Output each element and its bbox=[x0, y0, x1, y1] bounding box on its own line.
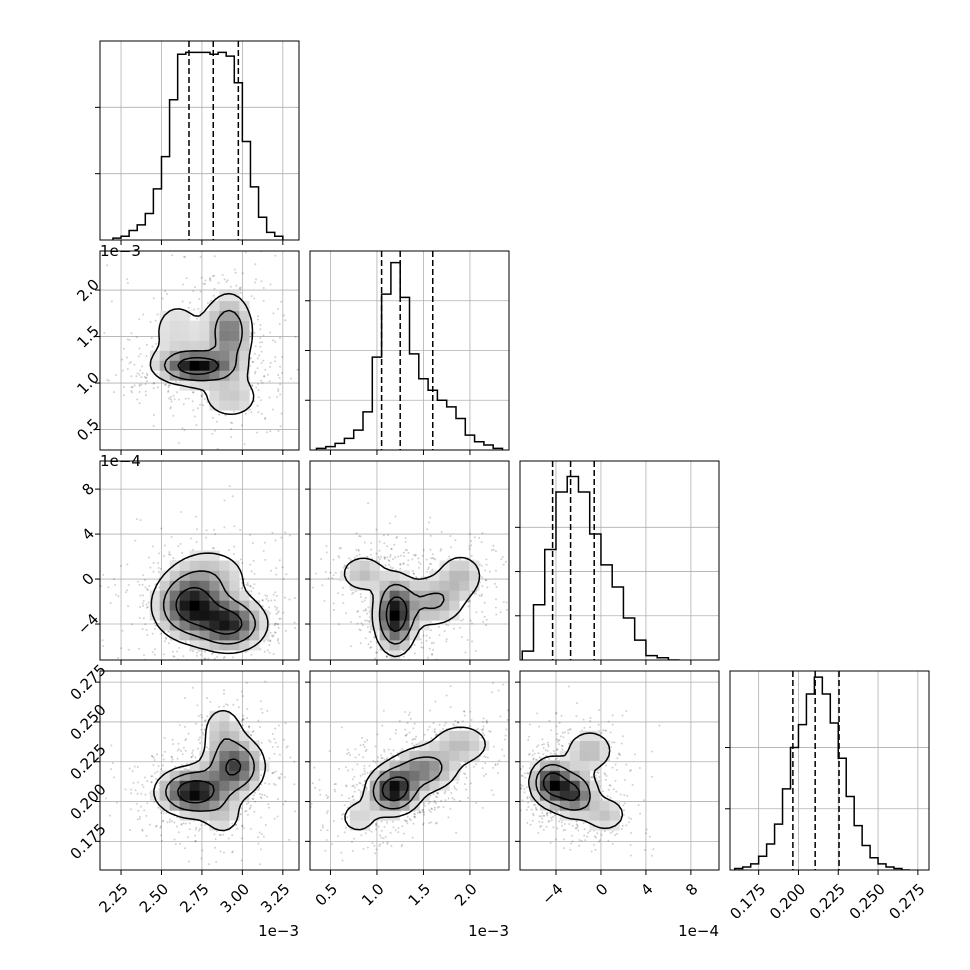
x-offset-label-1: 1e−3 bbox=[468, 922, 509, 940]
xtick-label-0-0: 2.25 bbox=[95, 880, 131, 916]
xtick-label-0-4: 3.25 bbox=[257, 880, 293, 916]
hist-panel-1 bbox=[305, 250, 510, 451]
ytick-label-1-0: 0.5 bbox=[73, 415, 103, 445]
contour-level-0 bbox=[343, 556, 481, 658]
contour-level-2 bbox=[177, 758, 242, 804]
pair-frame-2-1 bbox=[309, 460, 510, 661]
contour-level-1 bbox=[535, 763, 591, 811]
contours-3-0 bbox=[153, 709, 267, 832]
histogram-1 bbox=[315, 261, 504, 450]
xtick-label-3-4: 0.275 bbox=[886, 880, 929, 923]
contour-level-1 bbox=[378, 583, 445, 645]
ytick-label-1-3: 2.0 bbox=[73, 275, 103, 305]
contour-level-2 bbox=[175, 586, 243, 635]
pair-frame-3-0 bbox=[99, 670, 300, 871]
hist-frame-0 bbox=[99, 40, 300, 241]
xtick-label-3-2: 0.225 bbox=[806, 880, 849, 923]
ytick-label-2-2: 4 bbox=[78, 525, 97, 544]
hist-frame-2 bbox=[519, 460, 720, 661]
pair-panel-1-0 bbox=[99, 250, 300, 451]
contour-level-0 bbox=[149, 292, 255, 416]
ytick-label-2-3: 8 bbox=[78, 480, 97, 499]
pair-panel-2-0 bbox=[99, 460, 300, 661]
contour-level-0 bbox=[344, 726, 487, 831]
contour-level-0 bbox=[150, 552, 269, 655]
pair-panel-2-1 bbox=[309, 460, 510, 661]
pair-frame-1-0 bbox=[99, 250, 300, 451]
contours-1-0 bbox=[149, 292, 255, 416]
xtick-label-1-2: 1.5 bbox=[405, 880, 435, 910]
contour-level-1 bbox=[163, 309, 243, 382]
hist-panel-2 bbox=[515, 460, 720, 661]
ytick-label-1-2: 1.5 bbox=[73, 322, 103, 352]
histogram-2 bbox=[521, 475, 680, 660]
pair-frame-3-1 bbox=[309, 670, 510, 871]
contours-3-2 bbox=[528, 732, 624, 830]
y-offset-label-2: 1e−4 bbox=[100, 452, 141, 470]
contour-level-0 bbox=[528, 732, 624, 830]
x-offset-label-2: 1e−4 bbox=[678, 922, 719, 940]
x-offset-label-0: 1e−3 bbox=[258, 922, 299, 940]
density-cells-3-0 bbox=[149, 710, 270, 831]
pair-frame-3-2 bbox=[519, 670, 720, 871]
xtick-label-1-1: 1.0 bbox=[358, 880, 388, 910]
xtick-label-3-3: 0.250 bbox=[846, 880, 889, 923]
pair-frame-2-0 bbox=[99, 460, 300, 661]
xtick-label-2-1: 0 bbox=[592, 880, 611, 899]
density-cells-1-0 bbox=[149, 290, 250, 411]
xtick-label-0-1: 2.50 bbox=[136, 880, 172, 916]
density-cells-2-1 bbox=[339, 560, 480, 660]
ytick-label-2-0: −4 bbox=[74, 610, 102, 638]
hist-panel-0 bbox=[95, 40, 300, 241]
hist-frame-1 bbox=[309, 250, 510, 451]
contours-3-1 bbox=[344, 726, 487, 831]
hist-panel-3 bbox=[725, 670, 930, 871]
pair-panel-3-1 bbox=[309, 670, 510, 871]
contour-level-2 bbox=[381, 776, 409, 802]
xtick-label-2-3: 8 bbox=[682, 880, 701, 899]
contours-2-0 bbox=[150, 552, 269, 655]
density-cells-3-2 bbox=[530, 730, 620, 831]
pair-panel-3-2 bbox=[519, 670, 720, 871]
histogram-3 bbox=[734, 676, 910, 870]
contour-level-1 bbox=[162, 570, 257, 645]
contour-level-2 bbox=[177, 357, 220, 376]
y-offset-label-1: 1e−3 bbox=[100, 242, 141, 260]
ytick-label-1-1: 1.0 bbox=[73, 368, 103, 398]
contour-level-2 bbox=[542, 772, 581, 802]
ytick-label-2-1: 0 bbox=[78, 569, 97, 588]
xtick-label-2-2: 4 bbox=[637, 880, 656, 899]
hist-frame-3 bbox=[729, 670, 930, 871]
density-cells-2-0 bbox=[149, 550, 270, 651]
xtick-label-0-2: 2.75 bbox=[176, 880, 212, 916]
pair-panel-3-0 bbox=[99, 670, 300, 871]
xtick-label-1-0: 0.5 bbox=[312, 880, 342, 910]
contour-level-0 bbox=[153, 709, 267, 832]
density-cells-3-1 bbox=[349, 730, 490, 831]
histogram-0 bbox=[112, 51, 284, 240]
contour-level-1 bbox=[165, 738, 255, 812]
xtick-label-1-3: 2.0 bbox=[451, 880, 481, 910]
xtick-label-0-3: 3.00 bbox=[217, 880, 253, 916]
contour-level-2 bbox=[385, 596, 408, 633]
contour-level-1 bbox=[372, 756, 443, 810]
xtick-label-3-0: 0.175 bbox=[726, 880, 769, 923]
xtick-label-3-1: 0.200 bbox=[766, 880, 809, 923]
contours-2-1 bbox=[343, 556, 481, 658]
xtick-label-2-0: −4 bbox=[538, 880, 566, 908]
